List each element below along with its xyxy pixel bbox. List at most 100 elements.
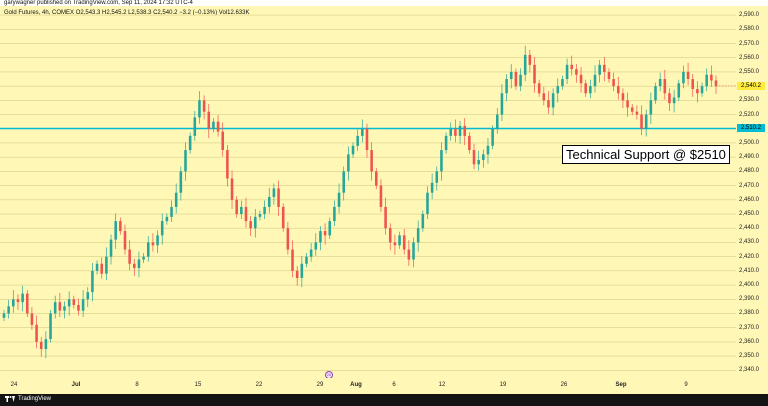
candle-body [63, 306, 66, 311]
candle-body [500, 93, 504, 115]
candle-body [21, 293, 24, 303]
candle-body [323, 231, 327, 236]
price-tick-label: 2,400.0 [739, 282, 760, 289]
candle-body [384, 206, 387, 229]
candle-body [7, 306, 10, 314]
candle-body [207, 111, 211, 129]
candle-body [561, 79, 564, 87]
candle-body [137, 259, 141, 269]
time-tick-label: 15 [194, 382, 202, 388]
candle-body [337, 192, 341, 207]
price-tick-label: 2,570.0 [739, 40, 760, 47]
candle-body [388, 228, 392, 243]
time-tick-label: 9 [684, 382, 688, 388]
candle-body [705, 74, 708, 87]
candle-body [402, 235, 406, 250]
candle-body [77, 304, 80, 311]
candle-body [249, 221, 252, 229]
candle-body [551, 93, 555, 108]
time-tick-label: 22 [255, 382, 263, 388]
candle-body [35, 324, 38, 342]
candle-body [523, 54, 527, 75]
candle-body [458, 125, 462, 136]
time-axis[interactable]: 24 Jul 8 15 22 29 Aug 6 12 19 26 Sep 9 [0, 378, 768, 394]
candle-body [333, 206, 336, 222]
candle-body [254, 216, 257, 229]
candle-body [398, 235, 401, 246]
candle-body [342, 171, 345, 193]
price-chart[interactable] [0, 6, 736, 378]
candle-body [142, 256, 145, 260]
candle-body [616, 86, 620, 94]
candle-body [505, 79, 508, 94]
candle-body [319, 231, 322, 243]
candle-body [160, 221, 164, 236]
candle-body [309, 249, 313, 257]
candle-body [537, 83, 541, 94]
candle-body [519, 74, 522, 87]
candle-body [621, 93, 625, 101]
price-tick-label: 2,590.0 [739, 12, 760, 19]
symbol-name[interactable]: Gold Futures, 4h, COMEX [4, 10, 75, 16]
candle-body [67, 299, 71, 307]
candle-body [472, 150, 476, 165]
tradingview-brand-text: TradingView [18, 396, 52, 402]
candle-body [440, 150, 443, 172]
candle-body [509, 71, 513, 80]
candle-body [81, 299, 85, 311]
price-tick-label: 2,500.0 [739, 139, 760, 146]
candle-body [328, 221, 332, 236]
price-tick-label: 2,390.0 [739, 296, 760, 303]
candle-body [174, 192, 178, 207]
candle-body [644, 114, 648, 129]
price-tick-label: 2,450.0 [739, 211, 760, 218]
candle-body [151, 242, 155, 246]
candle-body [184, 150, 187, 172]
candle-body [347, 154, 350, 172]
price-tick-label: 2,340.0 [739, 367, 760, 374]
support-price-badge: 2,510.2 [737, 124, 765, 133]
candle-body [95, 263, 99, 271]
candle-body [682, 71, 685, 84]
candle-body [598, 64, 601, 75]
candle-body [109, 239, 113, 257]
candle-body [230, 178, 234, 200]
candle-body [528, 54, 532, 65]
candle-body [91, 270, 94, 293]
publisher-bar: garywagner published on TradingView.com,… [0, 0, 768, 6]
candle-body [584, 83, 587, 94]
candle-body [575, 69, 578, 75]
symbol-legend[interactable]: Gold Futures, 4h, COMEX O2,543.3 H2,545.… [4, 10, 250, 16]
candle-body [361, 128, 364, 136]
candle-body [291, 249, 294, 271]
candle-body [468, 135, 471, 151]
candle-body [295, 270, 299, 278]
candle-body [565, 64, 569, 80]
candle-body [593, 74, 597, 87]
candle-body [123, 231, 127, 250]
price-tick-label: 2,380.0 [739, 310, 760, 317]
price-tick-label: 2,460.0 [739, 196, 760, 203]
candle-body [198, 100, 201, 118]
price-axis[interactable]: 2,590.0 2,580.0 2,570.0 2,560.0 2,550.0 2,540… [736, 6, 768, 378]
candle-body [39, 341, 43, 350]
candle-body [351, 145, 355, 155]
ohlc-values: O2,543.3 H2,545.2 L2,538.3 C2,540.2 −3.2… [75, 10, 250, 16]
candle-body [226, 150, 229, 179]
candle-body [589, 86, 592, 94]
candle-body [314, 242, 318, 250]
candle-body [449, 128, 453, 136]
support-annotation[interactable]: Technical Support @ $2510 [562, 145, 730, 164]
candle-body [356, 135, 359, 146]
time-tick-label: 19 [499, 382, 507, 388]
candle-body [668, 93, 671, 104]
time-tick-label: Jul [71, 382, 81, 388]
candle-body [72, 299, 76, 305]
candle-body [426, 192, 429, 215]
tradingview-brand[interactable]: TradingView [5, 396, 51, 402]
price-tick-label: 2,350.0 [739, 353, 760, 360]
candle-body [696, 88, 699, 94]
time-tick-label: 24 [10, 382, 18, 388]
candle-body [700, 86, 704, 94]
price-tick-label: 2,470.0 [739, 182, 760, 189]
